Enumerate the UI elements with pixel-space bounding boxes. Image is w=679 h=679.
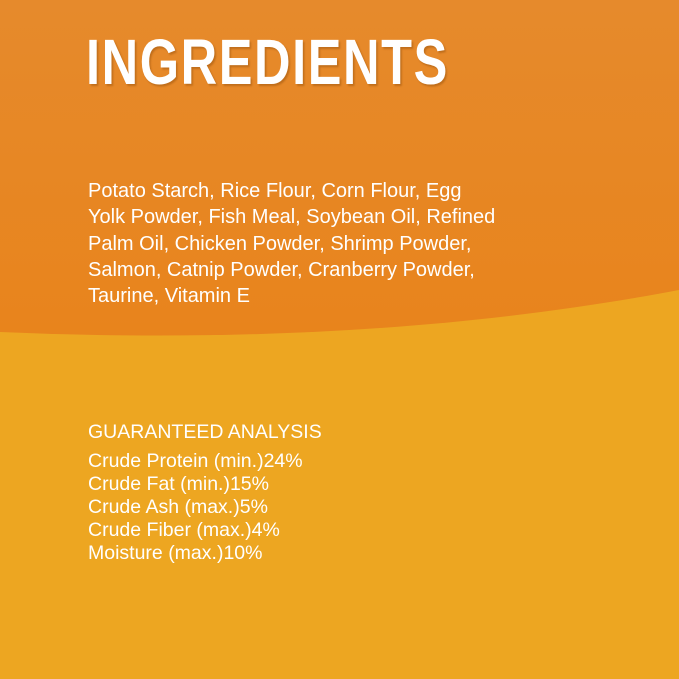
analysis: GUARANTEED ANALYSIS Crude Protein (min.)… <box>88 420 588 565</box>
ingredient-line: Palm Oil, Chicken Powder, Shrimp Powder, <box>88 232 472 255</box>
ingredient-line: Potato Starch, Rice Flour, Corn Flour, E… <box>88 180 462 202</box>
amount: 24% <box>263 450 303 472</box>
ingredient-line: Salmon, Catnip Powder, Cranberry Powder, <box>88 258 475 281</box>
nutrient: Crude Fat (min.) <box>88 473 230 495</box>
analysis-row: Crude Fat (min.)15% <box>88 473 586 496</box>
nutrient: Crude Ash (max.) <box>88 496 240 518</box>
ingredient-line: Taurine, Vitamin E <box>88 285 250 308</box>
amount: 4% <box>251 519 280 541</box>
ingredient-line: Yolk Powder, Fish Meal, Soybean Oil, Ref… <box>88 206 496 229</box>
analysis-row: Crude Ash (max.)5% <box>88 496 577 519</box>
amount: 10% <box>223 542 263 564</box>
analysis-row: Crude Fiber (max.)4% <box>88 519 577 542</box>
nutrient: Crude Protein (min.) <box>88 450 264 472</box>
nutrient: Crude Fiber (max.) <box>88 519 252 541</box>
ingredients: Potato Starch, Rice Flour, Corn Flour, E… <box>88 178 495 309</box>
title: INGREDIENTS <box>86 26 449 98</box>
amount: 5% <box>239 496 268 518</box>
analysis-row: Crude Protein (min.)24% <box>88 450 586 473</box>
nutrient: Moisture (max.) <box>88 542 224 564</box>
analysis-heading: GUARANTEED ANALYSIS <box>88 421 322 443</box>
amount: 15% <box>229 473 269 495</box>
analysis-row: Moisture (max.)10% <box>88 542 590 565</box>
